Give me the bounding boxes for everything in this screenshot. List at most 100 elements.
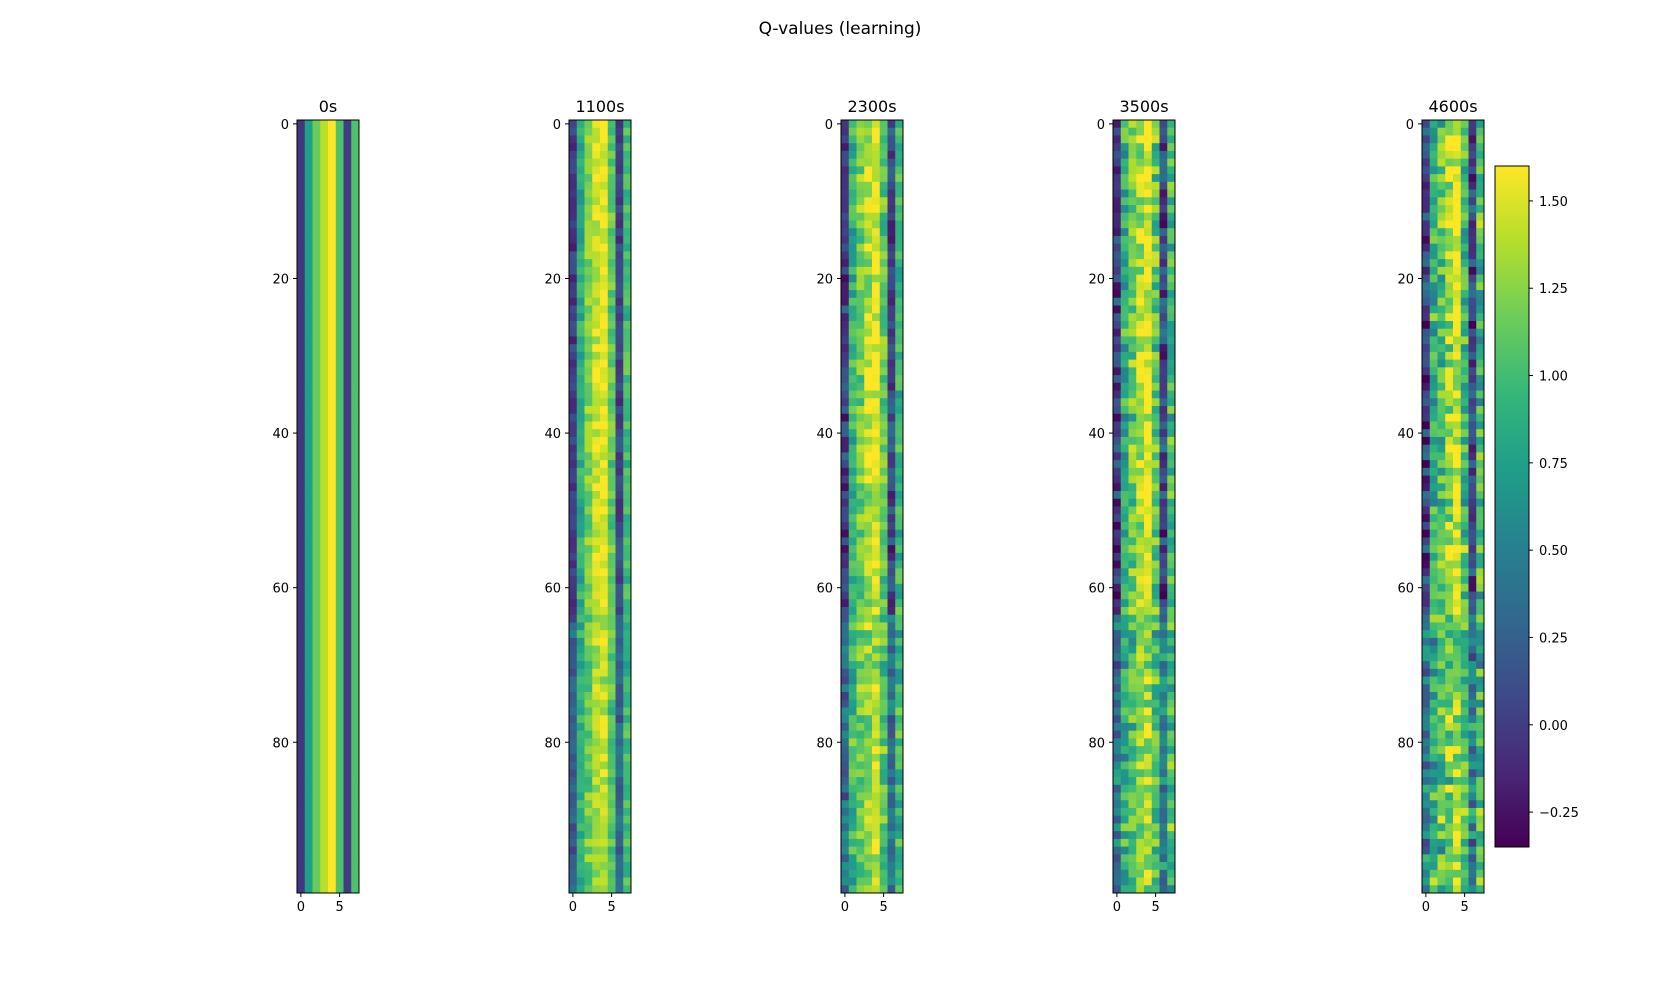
heatmap-cell <box>1460 784 1469 793</box>
heatmap-cell <box>1422 259 1431 268</box>
heatmap-cell <box>351 359 360 368</box>
heatmap-cell <box>304 800 313 809</box>
heatmap-cell <box>600 599 609 608</box>
heatmap-cell <box>312 846 321 855</box>
heatmap-cell <box>1113 831 1122 840</box>
heatmap-cell <box>872 800 881 809</box>
heatmap-cell <box>1128 668 1137 677</box>
heatmap-cell <box>297 599 306 608</box>
heatmap-cell <box>343 328 352 337</box>
heatmap-cell <box>320 251 329 260</box>
heatmap-cell <box>584 506 593 515</box>
heatmap-cell <box>1167 375 1176 384</box>
heatmap-cell <box>1453 135 1462 144</box>
heatmap-cell <box>1113 676 1122 685</box>
heatmap-cell <box>1167 753 1176 762</box>
heatmap-cell <box>1437 475 1446 484</box>
heatmap-cell <box>576 653 585 662</box>
heatmap-cell <box>1476 475 1485 484</box>
heatmap-cell <box>623 645 632 654</box>
heatmap-cell <box>1144 460 1153 469</box>
heatmap-cell <box>623 328 632 337</box>
heatmap-cell <box>864 452 873 461</box>
heatmap-cell <box>320 406 329 415</box>
heatmap-cell <box>304 290 313 299</box>
heatmap-cell <box>328 251 337 260</box>
panel-title: 3500s <box>1119 97 1168 116</box>
heatmap-cell <box>320 552 329 562</box>
heatmap-cell <box>1120 467 1129 476</box>
heatmap-cell <box>600 807 609 817</box>
heatmap-cell <box>1453 259 1462 268</box>
heatmap-cell <box>895 421 904 430</box>
heatmap-cell <box>1453 452 1462 461</box>
heatmap-cell <box>351 413 360 422</box>
heatmap-cell <box>1120 730 1129 739</box>
heatmap-cell <box>887 444 896 453</box>
heatmap-cell <box>887 406 896 415</box>
heatmap-cell <box>1460 174 1469 183</box>
heatmap-cell <box>1120 320 1129 330</box>
heatmap-cell <box>1453 606 1462 616</box>
heatmap-cell <box>623 777 632 786</box>
heatmap-cell <box>1476 630 1485 639</box>
heatmap-cell <box>872 862 881 871</box>
heatmap-cell <box>592 320 601 330</box>
heatmap-cell <box>1159 328 1168 337</box>
heatmap-cell <box>1128 846 1137 855</box>
heatmap-cell <box>1159 529 1168 538</box>
heatmap-cell <box>351 158 360 167</box>
heatmap-cell <box>584 305 593 314</box>
heatmap-cell <box>1128 746 1137 755</box>
heatmap-cell <box>856 158 865 167</box>
heatmap-cell <box>335 266 344 275</box>
heatmap-cell <box>1167 807 1176 817</box>
heatmap-cell <box>304 545 313 554</box>
heatmap-cell <box>1460 545 1469 554</box>
heatmap-cell <box>607 784 616 793</box>
heatmap-cell <box>343 467 352 476</box>
heatmap-cell <box>615 266 624 275</box>
heatmap-cell <box>623 290 632 299</box>
heatmap-cell <box>328 205 337 214</box>
heatmap-cell <box>848 715 857 724</box>
heatmap-cell <box>879 359 888 368</box>
heatmap-cell <box>1151 583 1160 592</box>
heatmap-cell <box>856 367 865 376</box>
heatmap-cell <box>1159 769 1168 778</box>
heatmap-cell <box>879 197 888 206</box>
heatmap-cell <box>343 205 352 214</box>
heatmap-cell <box>864 243 873 252</box>
heatmap-cell <box>1468 498 1477 507</box>
heatmap-cell <box>1167 235 1176 245</box>
heatmap-cell <box>1151 483 1160 492</box>
heatmap-cell <box>320 699 329 708</box>
heatmap-cell <box>623 475 632 484</box>
heatmap-cell <box>864 506 873 515</box>
heatmap-cell <box>864 189 873 198</box>
heatmap-cell <box>1136 869 1145 878</box>
heatmap-cell <box>895 135 904 144</box>
heatmap-cell <box>343 390 352 399</box>
heatmap-cell <box>615 251 624 260</box>
heatmap-cell <box>615 545 624 554</box>
heatmap-cell <box>841 475 850 484</box>
heatmap-cell <box>872 552 881 562</box>
heatmap-cell <box>569 251 578 260</box>
heatmap-cell <box>1468 344 1477 353</box>
heatmap-cell <box>584 645 593 654</box>
heatmap-cell <box>312 120 321 129</box>
heatmap-cell <box>1136 205 1145 214</box>
heatmap-cell <box>1422 514 1431 523</box>
heatmap-cell <box>1476 800 1485 809</box>
heatmap-cell <box>887 777 896 786</box>
heatmap-cell <box>841 769 850 778</box>
heatmap-cell <box>592 676 601 685</box>
heatmap-cell <box>879 212 888 221</box>
heatmap-cell <box>335 777 344 786</box>
heatmap-cell <box>569 266 578 275</box>
heatmap-cell <box>1113 630 1122 639</box>
heatmap-cell <box>1453 869 1462 878</box>
heatmap-cell <box>569 784 578 793</box>
heatmap-cell <box>879 521 888 531</box>
